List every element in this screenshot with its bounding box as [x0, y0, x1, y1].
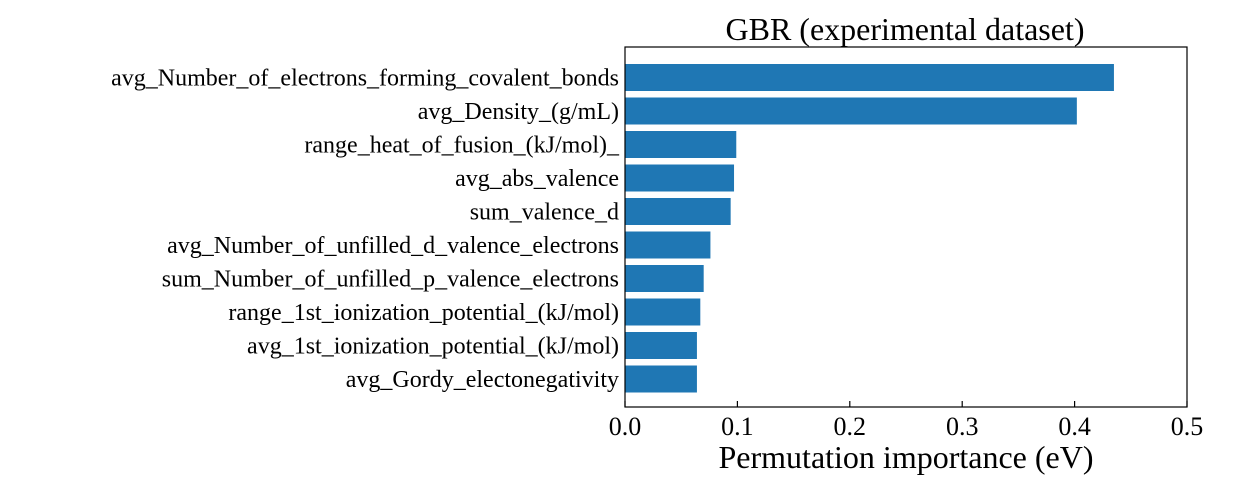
bar [625, 231, 711, 259]
bar [625, 64, 1114, 91]
category-label: range_heat_of_fusion_(kJ/mol)_ [304, 133, 620, 159]
category-label: avg_Number_of_electrons_forming_covalent… [111, 66, 619, 92]
x-tick-label: 0.3 [946, 412, 979, 441]
category-label: sum_valence_d [470, 200, 619, 226]
bar [625, 164, 735, 192]
bar [625, 97, 1077, 125]
category-labels-group: avg_Number_of_electrons_forming_covalent… [111, 66, 620, 394]
x-tick-label: 0.4 [1058, 412, 1091, 441]
bar [625, 298, 701, 326]
bars-group [625, 64, 1114, 393]
bar [625, 332, 697, 359]
x-tick-label: 0.0 [609, 412, 642, 441]
x-tick-label: 0.5 [1171, 412, 1204, 441]
chart-title: GBR (experimental dataset) [726, 11, 1085, 47]
x-tick-label: 0.2 [834, 412, 867, 441]
x-ticks-group: 0.0 0.1 0.2 0.3 0.4 0.5 [609, 401, 1204, 441]
category-label: avg_abs_valence [455, 166, 619, 192]
x-axis-label: Permutation importance (eV) [719, 439, 1094, 475]
category-label: avg_1st_ionization_potential_(kJ/mol) [247, 334, 619, 360]
category-label: avg_Number_of_unfilled_d_valence_electro… [167, 233, 619, 259]
category-label: range_1st_ionization_potential_(kJ/mol) [228, 300, 619, 326]
plot-frame [624, 46, 1188, 408]
x-tick-label: 0.1 [721, 412, 754, 441]
bar [625, 265, 704, 292]
category-label: sum_Number_of_unfilled_p_valence_electro… [162, 267, 619, 293]
category-label: avg_Gordy_electonegativity [346, 367, 619, 393]
bar [625, 131, 737, 158]
category-label: avg_Density_(g/mL) [418, 99, 619, 125]
bar [625, 365, 697, 393]
bar [625, 198, 731, 225]
